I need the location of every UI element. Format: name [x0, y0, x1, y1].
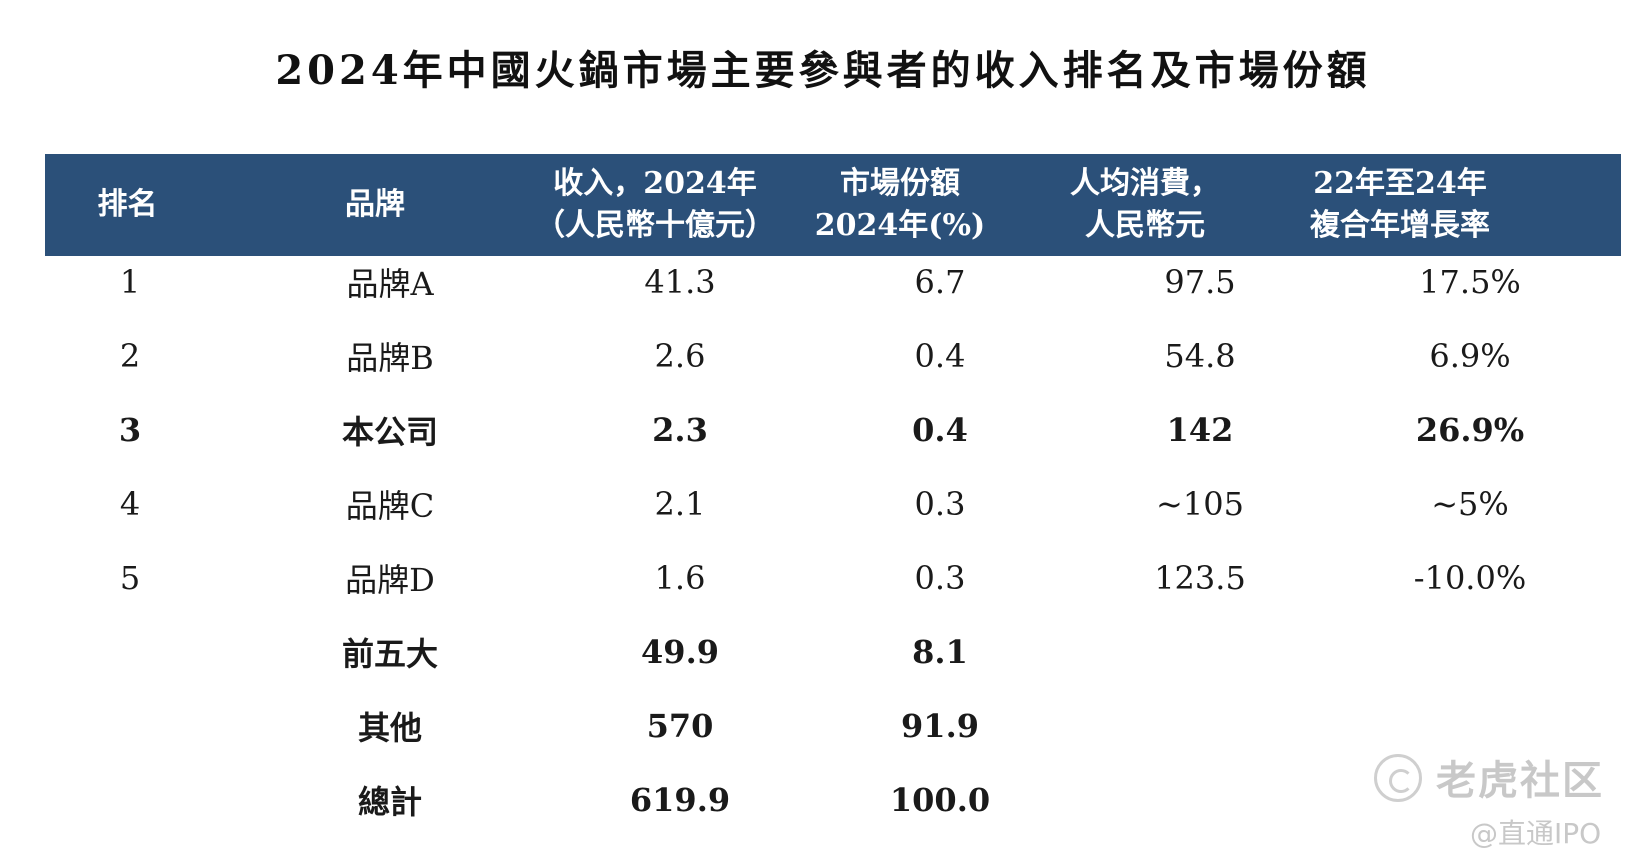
cell-cagr — [1370, 622, 1570, 682]
cell-spend — [1100, 770, 1300, 830]
cell-cagr: ~5% — [1431, 485, 1509, 523]
watermark-name: 老虎社区 — [1436, 758, 1604, 804]
cell-rank — [60, 770, 200, 830]
table-row: 2 品牌B 2.6 0.4 54.8 6.9% — [0, 326, 1646, 386]
header-revenue: 收入，2024年 （人民幣十億元） — [535, 166, 775, 243]
cell-spend: 123.5 — [1154, 559, 1246, 597]
cell-share: 6.7 — [914, 263, 966, 301]
cell-revenue: 49.9 — [641, 633, 719, 671]
tiger-community-logo-icon — [1374, 754, 1422, 802]
cell-brand: 總計 — [357, 783, 422, 821]
table-row: 1 品牌A 41.3 6.7 97.5 17.5% — [0, 252, 1646, 312]
table-row: 4 品牌C 2.1 0.3 ~105 ~5% — [0, 474, 1646, 534]
cell-spend: 97.5 — [1164, 263, 1236, 301]
cell-revenue: 570 — [646, 707, 714, 745]
cell-share: 100.0 — [889, 781, 991, 819]
header-per-capita-spend: 人均消費， 人民幣元 — [1070, 166, 1220, 243]
cell-brand: 品牌C — [345, 487, 435, 525]
cell-share: 0.4 — [914, 337, 966, 375]
cell-rank — [60, 696, 200, 756]
cell-spend: ~105 — [1156, 485, 1244, 523]
cell-revenue: 2.6 — [654, 337, 706, 375]
cell-revenue: 619.9 — [629, 781, 731, 819]
cell-revenue: 2.1 — [654, 485, 706, 523]
table-row-top5-total: 前五大 49.9 8.1 — [0, 622, 1646, 682]
table-row-grand-total: 總計 619.9 100.0 — [0, 770, 1646, 830]
table-row: 5 品牌D 1.6 0.3 123.5 -10.0% — [0, 548, 1646, 608]
cell-spend — [1100, 622, 1300, 682]
cell-rank — [60, 622, 200, 682]
watermark-handle: @直通IPO — [1470, 817, 1602, 850]
table-row-others: 其他 570 91.9 — [0, 696, 1646, 756]
cell-brand: 品牌D — [345, 561, 435, 599]
cell-spend — [1100, 696, 1300, 756]
header-brand: 品牌 — [345, 187, 405, 222]
cell-brand: 其他 — [357, 709, 422, 747]
watermark: 老虎社区 @直通IPO — [1374, 748, 1624, 850]
cell-share: 8.1 — [912, 633, 968, 671]
cell-cagr: 26.9% — [1415, 411, 1525, 449]
header-rank: 排名 — [97, 187, 158, 222]
table-row-company: 3 本公司 2.3 0.4 142 26.9% — [0, 400, 1646, 460]
cell-spend: 142 — [1166, 411, 1234, 449]
cell-rank: 3 — [118, 411, 142, 449]
table-header: 排名 品牌 收入，2024年 （人民幣十億元） 市場份額 2024年(%) 人均… — [45, 154, 1621, 256]
cell-share: 0.3 — [914, 559, 966, 597]
cell-rank: 1 — [119, 263, 141, 301]
cell-revenue: 41.3 — [644, 263, 716, 301]
cell-rank: 4 — [119, 485, 141, 523]
cell-rank: 2 — [119, 337, 141, 375]
cell-rank: 5 — [119, 559, 141, 597]
cell-cagr — [1370, 696, 1570, 756]
cell-brand: 前五大 — [341, 635, 438, 673]
cell-revenue: 2.3 — [652, 411, 708, 449]
cell-share: 91.9 — [901, 707, 979, 745]
cell-share: 0.4 — [912, 411, 968, 449]
cell-brand: 品牌B — [346, 339, 434, 377]
cell-revenue: 1.6 — [654, 559, 706, 597]
cell-cagr: -10.0% — [1413, 559, 1527, 597]
header-cagr: 22年至24年 複合年增長率 — [1310, 166, 1490, 243]
cell-spend: 54.8 — [1164, 337, 1236, 375]
cell-brand: 品牌A — [346, 265, 434, 303]
document-title: 2024年中國火鍋市場主要參與者的收入排名及市場份額 — [275, 47, 1371, 94]
cell-brand: 本公司 — [341, 413, 438, 451]
cell-cagr: 17.5% — [1419, 263, 1521, 301]
cell-cagr: 6.9% — [1429, 337, 1511, 375]
header-market-share: 市場份額 2024年(%) — [814, 166, 986, 243]
cell-share: 0.3 — [914, 485, 966, 523]
